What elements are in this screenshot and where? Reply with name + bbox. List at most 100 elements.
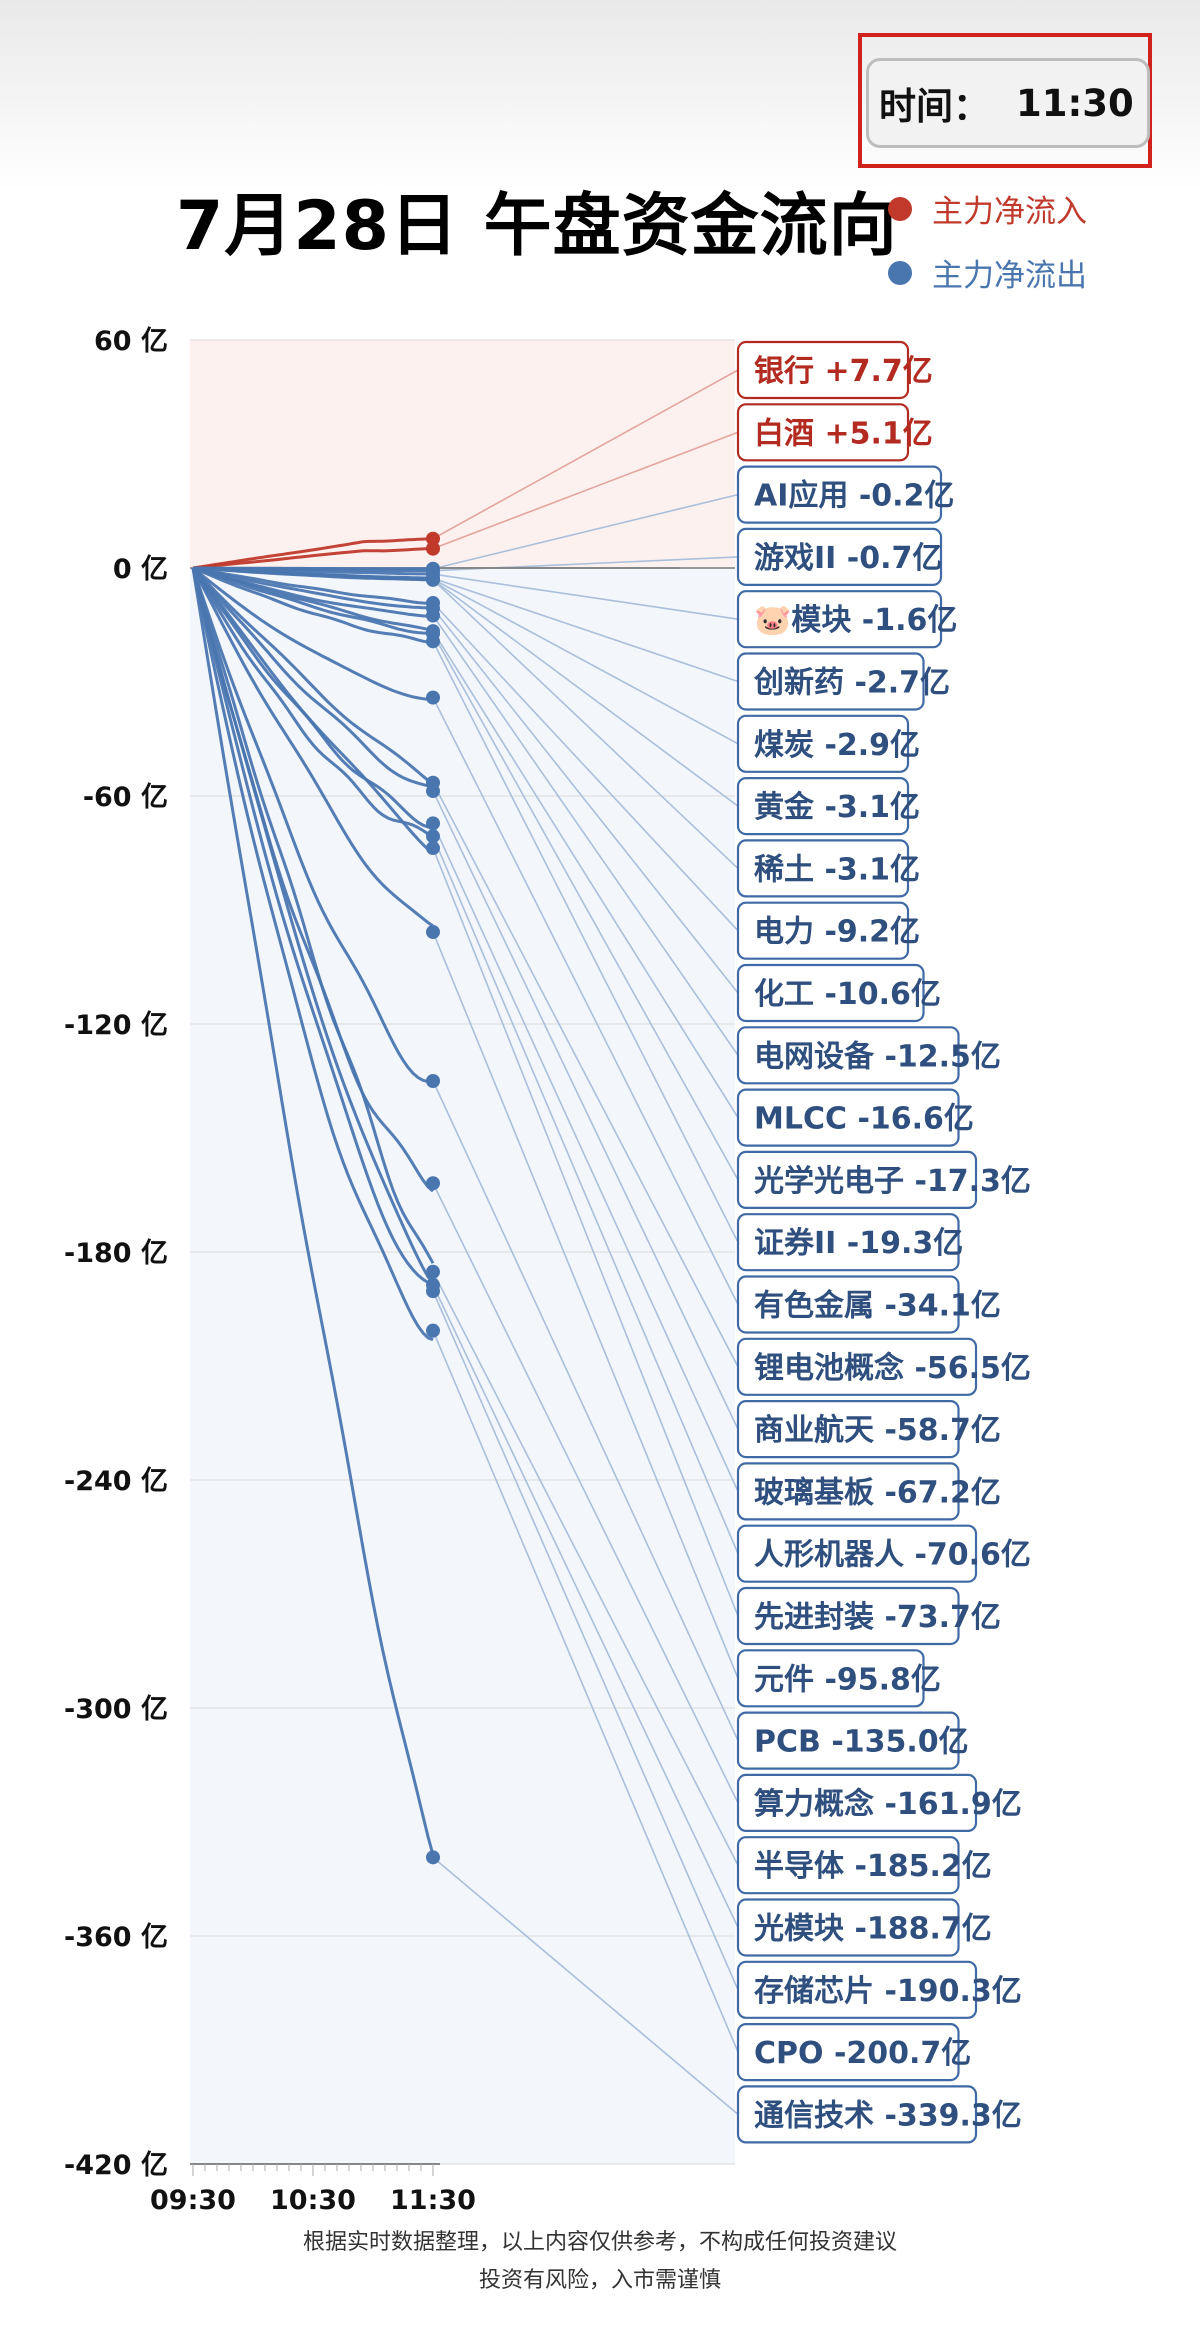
- series-label: PCB -135.0亿: [754, 1725, 969, 1760]
- series-label-box: [736, 963, 925, 1023]
- series-label: 半导体 -185.2亿: [754, 1849, 992, 1884]
- series-label: 有色金属 -34.1亿: [754, 1289, 1001, 1324]
- series-label: 商业航天 -58.7亿: [754, 1413, 1001, 1448]
- leader-line: [432, 1271, 739, 1866]
- outflow-dot-icon: [888, 260, 912, 285]
- footer-risk-note: 投资有风险，入市需谨慎: [478, 2268, 721, 2293]
- series-end-dot: [426, 1323, 440, 1338]
- series-label: 先进封装 -73.7亿: [754, 1600, 1001, 1635]
- series-label-box: [736, 652, 925, 711]
- series-label-box: [736, 1088, 960, 1147]
- y-tick-label: -420 亿: [64, 2150, 168, 2181]
- series-end-dot: [426, 1264, 440, 1279]
- leader-line: [432, 931, 739, 1679]
- series-label: 白酒 +5.1亿: [754, 416, 933, 451]
- series-label-box: [736, 1275, 960, 1334]
- leader-line: [432, 640, 739, 1243]
- series-end-dot: [426, 572, 440, 587]
- y-tick-label: 60 亿: [94, 326, 168, 357]
- leader-line: [432, 790, 739, 1430]
- time-value: 11:30: [1016, 81, 1134, 125]
- time-label: 时间：: [879, 85, 990, 128]
- series-label-box: [736, 403, 910, 462]
- leader-line: [432, 823, 739, 1492]
- series-label: 煤炭 -2.9亿: [754, 728, 920, 763]
- series-line: [191, 567, 434, 855]
- series-end-dot: [426, 1176, 440, 1191]
- series-label: 创新药 -2.7亿: [753, 666, 950, 701]
- leader-line: [432, 633, 739, 1181]
- series-label-box: [736, 776, 910, 836]
- series-label: 化工 -10.6亿: [754, 977, 941, 1012]
- series-label-box: [736, 340, 910, 400]
- y-tick-label: -120 亿: [64, 1010, 168, 1041]
- leader-line: [432, 573, 739, 620]
- series-label-box: [736, 1150, 978, 1210]
- series-end-dot: [426, 531, 440, 546]
- series-line: [191, 567, 434, 928]
- leader-line: [432, 1080, 739, 1741]
- leader-line: [432, 1284, 739, 1928]
- leader-line: [432, 697, 739, 1305]
- series-end-dot: [426, 841, 440, 856]
- series-label-box: [736, 465, 943, 524]
- series-line: [191, 567, 435, 1856]
- series-end-dot: [426, 690, 440, 705]
- series-label: 电网设备 -12.5亿: [754, 1039, 1001, 1074]
- series-label-box: [736, 1898, 960, 1957]
- leader-line: [432, 579, 739, 807]
- leader-line: [432, 493, 739, 570]
- series-label-box: [736, 1026, 960, 1085]
- x-tick-label: 11:30: [390, 2185, 476, 2216]
- series-label: 锂电池概念 -56.5亿: [754, 1351, 1031, 1386]
- series-end-dot: [426, 1284, 440, 1299]
- series-line: [192, 566, 434, 701]
- leader-line: [432, 847, 739, 1617]
- series-end-dot: [426, 1074, 440, 1088]
- legend-outflow-label: 主力净流出: [932, 258, 1087, 294]
- leader-line: [432, 782, 739, 1368]
- series-label-box: [736, 527, 943, 587]
- series-label: 光学光电子 -17.3亿: [754, 1164, 1031, 1199]
- y-tick-label: 0 亿: [113, 554, 168, 585]
- y-tick-label: -60 亿: [83, 782, 168, 813]
- series-label-box: [736, 1649, 925, 1708]
- series-label-box: [736, 2022, 960, 2082]
- series-line: [191, 567, 434, 839]
- legend-inflow-label: 主力净流入: [932, 194, 1087, 230]
- series-label: 🐷模块 -1.6亿: [754, 603, 957, 638]
- series-label-box: [736, 1773, 978, 1833]
- series-label-box: [736, 839, 910, 898]
- series-label: 人形机器人 -70.6亿: [754, 1538, 1031, 1573]
- time-display: 时间： 11:30: [866, 58, 1150, 148]
- series-line: [192, 566, 434, 632]
- y-tick-label: -300 亿: [64, 1694, 168, 1725]
- series-label-box: [736, 1337, 978, 1396]
- series-line: [192, 546, 434, 570]
- series-line: [192, 566, 433, 635]
- series-label: AI应用 -0.2亿: [754, 479, 954, 514]
- leader-line: [432, 1290, 739, 1991]
- series-label: 银行 +7.7亿: [754, 354, 933, 389]
- series-label: 黄金 -3.1亿: [754, 790, 920, 825]
- legend-outflow: 主力净流出: [888, 250, 1087, 295]
- series-line: [191, 567, 434, 1342]
- series-line: [191, 566, 434, 786]
- series-label-box: [736, 1399, 960, 1459]
- leader-line: [432, 1856, 739, 2116]
- series-line: [191, 567, 435, 1264]
- series-line: [192, 566, 434, 645]
- series-label: CPO -200.7亿: [754, 2036, 971, 2071]
- series-label: 元件 -95.8亿: [754, 1662, 941, 1697]
- series-label-box: [736, 2085, 978, 2144]
- series-label-box: [736, 590, 943, 649]
- series-end-dot: [426, 925, 440, 940]
- y-tick-label: -360 亿: [64, 1922, 168, 1953]
- series-line: [192, 566, 434, 581]
- series-line: [191, 567, 435, 1285]
- series-label-box: [736, 1462, 960, 1521]
- y-tick-label: -180 亿: [64, 1238, 168, 1269]
- series-label: 光模块 -188.7亿: [754, 1912, 992, 1947]
- series-label-box: [736, 1586, 960, 1646]
